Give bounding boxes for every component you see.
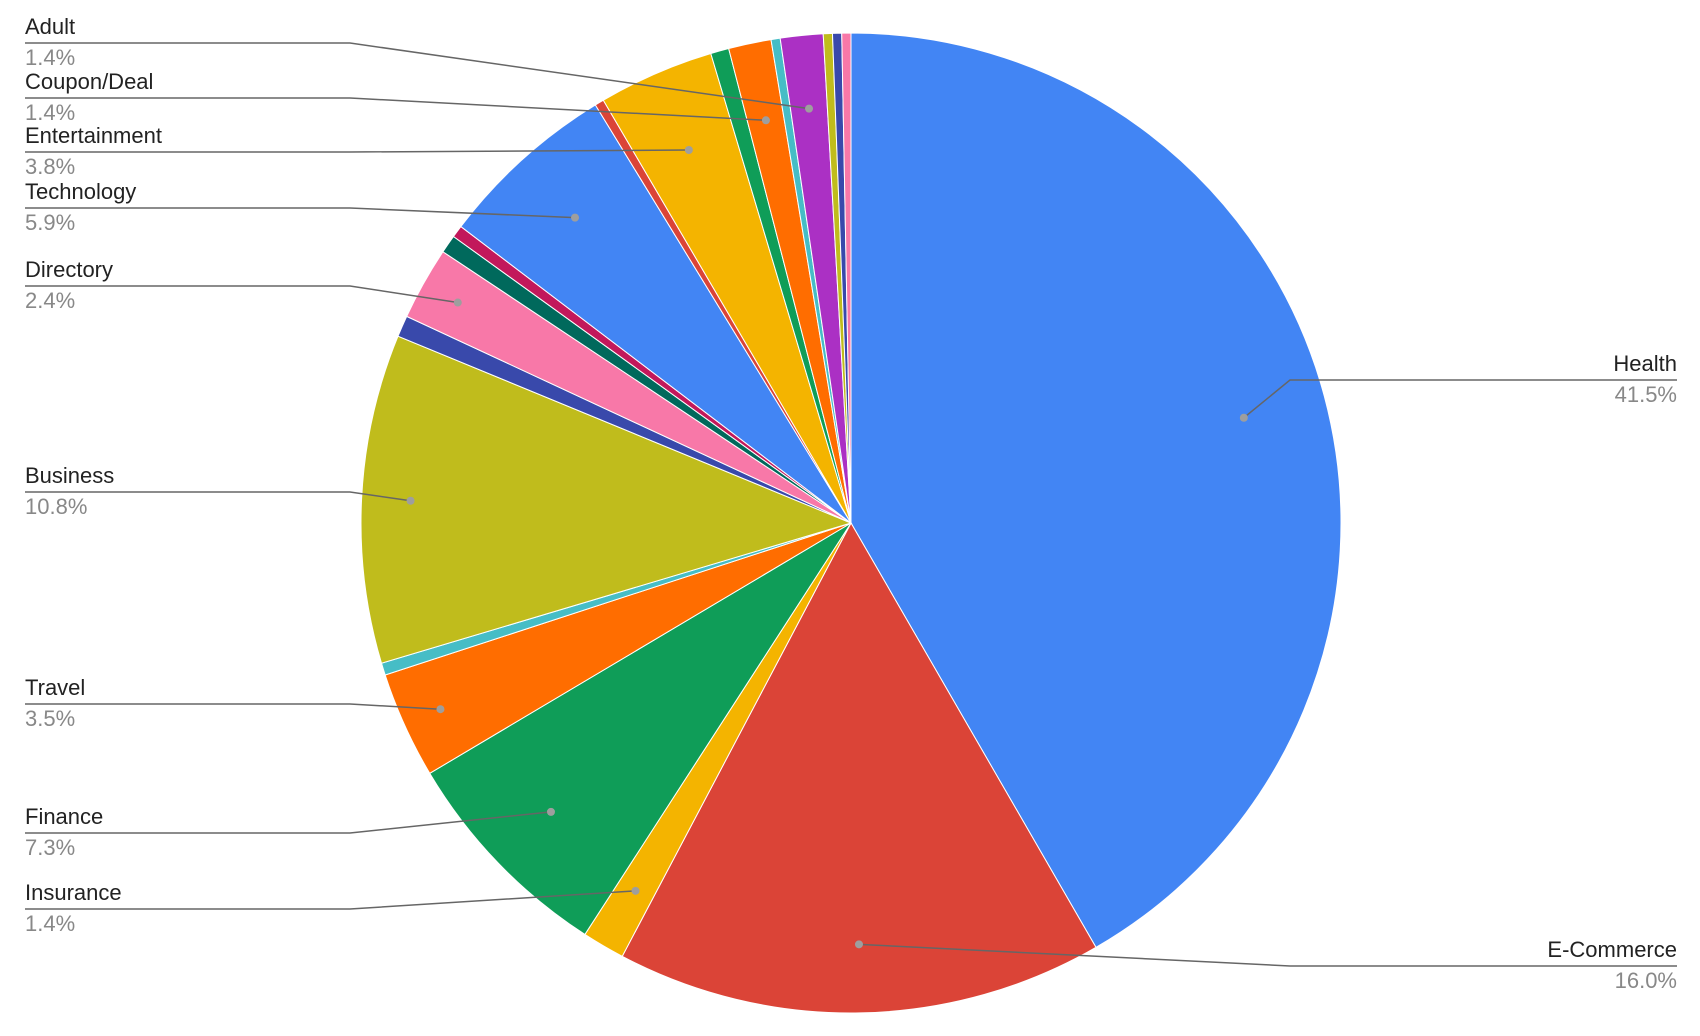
leader-dot-adult xyxy=(805,104,814,113)
label-business: Business xyxy=(25,463,114,488)
leader-dot-technology xyxy=(571,213,580,222)
leader-line-business xyxy=(25,491,411,502)
leader-line-finance xyxy=(25,811,552,834)
leader-dot-business xyxy=(406,496,415,505)
leader-line-travel xyxy=(25,703,441,710)
label-technology: Technology xyxy=(25,179,136,204)
leader-line-insurance xyxy=(25,890,636,910)
leader-dot-travel xyxy=(436,705,445,714)
value-directory: 2.4% xyxy=(25,288,75,313)
value-health: 41.5% xyxy=(1615,382,1677,407)
value-finance: 7.3% xyxy=(25,835,75,860)
label-entertainment: Entertainment xyxy=(25,123,162,148)
label-finance: Finance xyxy=(25,804,103,829)
leader-dot-entertainment xyxy=(684,146,693,155)
leader-line-coupon-deal xyxy=(25,97,766,122)
value-entertainment: 3.8% xyxy=(25,154,75,179)
leader-line-directory xyxy=(25,285,458,304)
slices-layer xyxy=(360,32,1342,1014)
leader-dot-health xyxy=(1239,413,1248,422)
pie-slice-technology xyxy=(460,104,852,524)
label-health: Health xyxy=(1613,351,1677,376)
leader-line-health xyxy=(1243,379,1677,419)
label-coupon-deal: Coupon/Deal xyxy=(25,69,153,94)
leader-line-entertainment xyxy=(25,149,689,153)
leader-dot-insurance xyxy=(631,886,640,895)
value-insurance: 1.4% xyxy=(25,911,75,936)
value-adult: 1.4% xyxy=(25,45,75,70)
leaders-layer xyxy=(25,42,1677,967)
value-business: 10.8% xyxy=(25,494,87,519)
label-travel: Travel xyxy=(25,675,85,700)
leader-dot-coupon-deal xyxy=(761,116,770,125)
leader-dot-e-commerce xyxy=(854,940,863,949)
leader-line-e-commerce xyxy=(858,943,1677,967)
value-travel: 3.5% xyxy=(25,706,75,731)
label-directory: Directory xyxy=(25,257,113,282)
leader-dot-finance xyxy=(546,807,555,816)
pie-slice-20 xyxy=(841,32,852,524)
labels-layer: Health 41.5% E-Commerce 16.0% Insurance 1.4% F… xyxy=(25,14,1677,993)
pie-slice-health xyxy=(850,32,1342,949)
pie-slice-finance xyxy=(429,522,852,936)
label-adult: Adult xyxy=(25,14,75,39)
label-insurance: Insurance xyxy=(25,880,122,905)
value-technology: 5.9% xyxy=(25,210,75,235)
pie-slice-e-commerce xyxy=(621,521,1097,1014)
pie-slice-business xyxy=(360,335,853,664)
leader-dot-directory xyxy=(453,298,462,307)
leader-line-technology xyxy=(25,207,576,219)
value-coupon-deal: 1.4% xyxy=(25,100,75,125)
label-e-commerce: E-Commerce xyxy=(1547,937,1677,962)
value-e-commerce: 16.0% xyxy=(1615,968,1677,993)
leader-line-adult xyxy=(25,42,810,110)
